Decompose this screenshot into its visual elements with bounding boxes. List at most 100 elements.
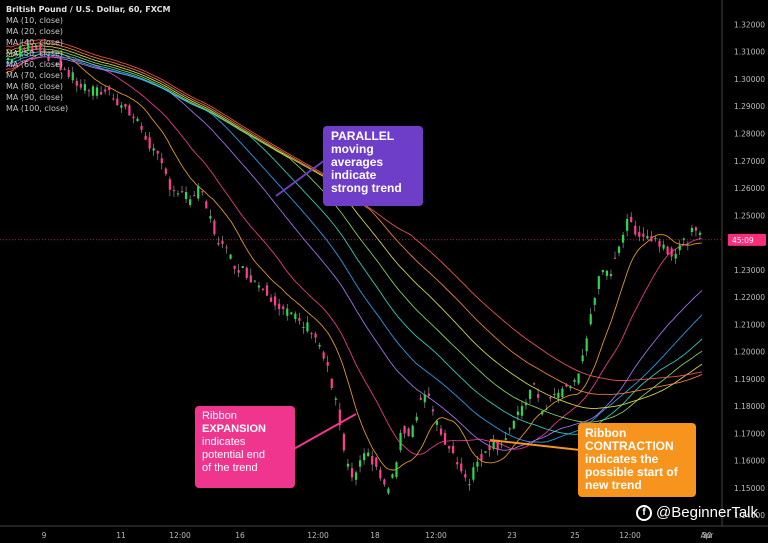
candle-body — [87, 90, 91, 92]
candle-body — [330, 378, 333, 389]
candle-body — [395, 462, 398, 478]
annotation-line: averages — [331, 155, 384, 169]
candle-body — [6, 57, 10, 61]
annotation-pointer-expansion — [291, 413, 357, 451]
time-tick-label: 9 — [42, 531, 47, 540]
candle-body — [626, 218, 629, 231]
candle-body — [549, 397, 552, 399]
annotation-parallel: PARALLEL moving averages indicate strong tre… — [323, 126, 423, 206]
candle-body — [217, 242, 220, 245]
candle-body — [371, 455, 374, 465]
candle-body — [108, 86, 111, 91]
annotation-line: CONTRACTION — [585, 439, 674, 453]
candle-body — [541, 411, 544, 415]
ma-line-90 — [5, 42, 703, 395]
candle-body — [363, 453, 366, 461]
candle-body — [197, 186, 200, 199]
price-tick-label: 1.31000 — [734, 48, 765, 57]
candle-body — [233, 265, 236, 270]
candle-body — [613, 257, 617, 259]
price-tick-label: 1.19000 — [734, 375, 765, 384]
chart-title: British Pound / U.S. Dollar, 60, FXCM — [6, 5, 171, 14]
candle-body — [654, 237, 657, 239]
candle-body — [617, 246, 621, 253]
legend-item: MA (70, close) — [6, 71, 64, 80]
legend-item: MA (60, close) — [6, 60, 64, 69]
candle-body — [318, 344, 321, 347]
candle-body — [447, 446, 451, 449]
candle-body — [605, 270, 609, 276]
current-price-badge — [728, 233, 766, 246]
candle-body — [168, 179, 171, 190]
candle-body — [387, 488, 390, 494]
candle-body — [23, 47, 26, 50]
candle-body — [601, 270, 604, 273]
candle-body — [504, 438, 507, 440]
time-tick-label: 23 — [507, 531, 517, 540]
candle-body — [581, 355, 584, 362]
price-tick-label: 1.22000 — [734, 293, 765, 302]
candle-body — [132, 116, 135, 119]
candle-body — [83, 84, 87, 91]
candle-body — [176, 193, 180, 195]
annotation-line: EXPANSION — [202, 423, 266, 435]
legend-item: MA (10, close) — [6, 16, 64, 25]
candle-body — [172, 190, 176, 192]
candle-body — [589, 314, 592, 325]
candle-body — [124, 104, 127, 107]
price-tick-label: 1.27000 — [734, 157, 765, 166]
price-tick-label: 1.16000 — [734, 457, 765, 466]
ma-line-80 — [5, 45, 703, 409]
candle-body — [403, 425, 406, 434]
candle-body — [39, 44, 42, 53]
candle-body — [561, 388, 564, 398]
time-tick-label: 16 — [235, 531, 245, 540]
price-tick-label: 1.30000 — [734, 75, 765, 84]
candle-body — [47, 57, 50, 61]
candle-body — [67, 70, 70, 77]
time-tick-label: 12:00 — [307, 531, 329, 540]
candle-body — [245, 267, 248, 278]
candle-body — [686, 244, 689, 246]
candle-body — [662, 244, 665, 249]
candle-body — [209, 216, 212, 219]
annotation-line: moving — [331, 142, 374, 156]
annotation-expansion: Ribbon EXPANSION indicates potential end of … — [195, 406, 295, 488]
candle-body — [634, 225, 637, 235]
candle-body — [51, 51, 54, 54]
candle-body — [500, 443, 503, 445]
candle-body — [694, 227, 698, 231]
candle-body — [298, 318, 301, 321]
time-tick-label: 12:00 — [425, 531, 447, 540]
candle-body — [306, 322, 309, 332]
candle-body — [31, 45, 34, 53]
price-tick-label: 1.15000 — [734, 484, 765, 493]
candle-body — [545, 408, 548, 410]
candle-body — [282, 306, 285, 310]
time-tick-label: 12:00 — [169, 531, 191, 540]
candle-body — [399, 432, 402, 451]
candle-body — [585, 338, 588, 352]
candle-body — [95, 87, 99, 96]
legend-item: MA (80, close) — [6, 82, 64, 91]
candle-body — [516, 411, 519, 416]
candle-body — [375, 457, 378, 467]
candle-body — [597, 276, 600, 290]
candle-body — [257, 285, 261, 288]
candle-body — [557, 392, 560, 398]
candle-body — [144, 135, 147, 140]
candle-body — [354, 472, 358, 480]
candle-body — [411, 425, 414, 438]
ma-line-10 — [5, 50, 702, 471]
candle-body — [290, 312, 293, 315]
candle-body — [553, 394, 556, 396]
candle-body — [79, 83, 82, 88]
candle-body — [472, 467, 475, 480]
candle-body — [674, 253, 677, 259]
candle-body — [508, 428, 511, 430]
legend-item: MA (50, close) — [6, 49, 64, 58]
candle-body — [136, 118, 139, 122]
candle-body — [99, 92, 103, 95]
candle-body — [638, 232, 641, 237]
